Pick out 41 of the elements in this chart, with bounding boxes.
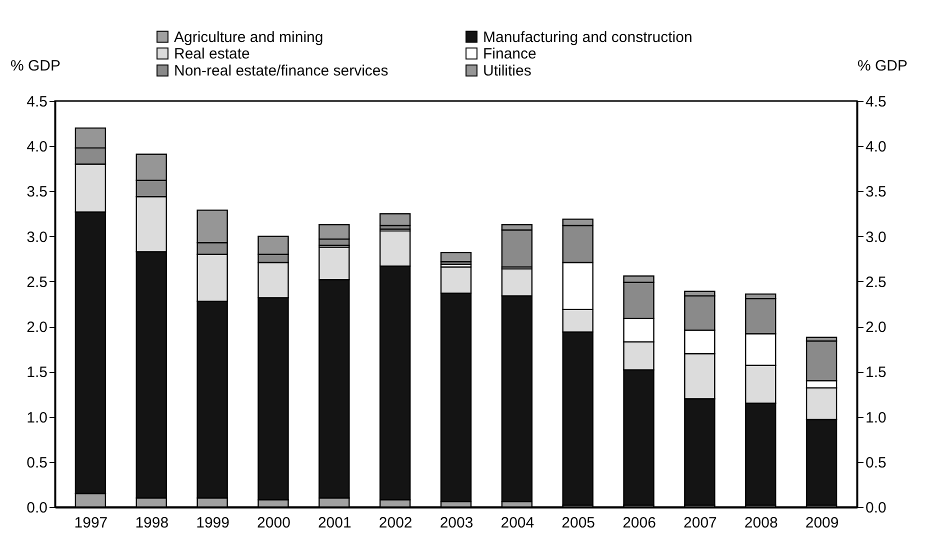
legend-label: Utilities bbox=[483, 62, 532, 80]
x-tick-label: 2000 bbox=[257, 514, 290, 532]
y2-tick-label: 3.5 bbox=[866, 184, 886, 201]
y-tick-label: 0.5 bbox=[26, 454, 48, 472]
x-tick-label: 2006 bbox=[622, 514, 656, 532]
y2-tick-label: 0.0 bbox=[866, 500, 886, 516]
x-tick-label: 2005 bbox=[562, 514, 596, 532]
legend-label: Real estate bbox=[174, 46, 250, 62]
legend-label: Non-real estate/finance services bbox=[174, 62, 388, 80]
legend-label: Agriculture and mining bbox=[174, 28, 324, 46]
y-tick-label: 0.0 bbox=[26, 500, 48, 516]
y2-tick-label: 0.5 bbox=[866, 454, 886, 472]
y2-tick-label: 3.0 bbox=[866, 228, 886, 246]
y-tick-label: 1.5 bbox=[26, 364, 48, 382]
y-tick-label: 2.5 bbox=[26, 274, 48, 291]
y2-tick-label: 2.5 bbox=[866, 274, 886, 291]
legend-label: Manufacturing and construction bbox=[483, 28, 692, 46]
x-tick-label: 1999 bbox=[196, 514, 230, 532]
x-tick-label: 2007 bbox=[684, 514, 717, 532]
y-axis-title: % GDP bbox=[10, 58, 61, 74]
y2-tick-label: 4.0 bbox=[866, 138, 886, 156]
y-tick-label: 1.0 bbox=[26, 409, 48, 426]
y-tick-label: 3.0 bbox=[26, 228, 48, 246]
x-tick-label: 2004 bbox=[500, 514, 534, 532]
y2-tick-label: 1.5 bbox=[866, 364, 886, 382]
y-tick-label: 4.5 bbox=[26, 94, 48, 110]
y-tick-label: 3.5 bbox=[26, 184, 48, 201]
x-tick-label: 1998 bbox=[135, 514, 169, 532]
x-tick-label: 2008 bbox=[744, 514, 778, 532]
x-tick-label: 2003 bbox=[440, 514, 474, 532]
legend-label: Finance bbox=[483, 46, 536, 62]
y-tick-label: 2.0 bbox=[26, 319, 48, 336]
y2-tick-label: 2.0 bbox=[866, 319, 886, 336]
x-tick-label: 2001 bbox=[318, 514, 352, 532]
x-tick-label: 1997 bbox=[74, 514, 108, 532]
x-tick-label: 2002 bbox=[378, 514, 412, 532]
y2-axis-title: % GDP bbox=[857, 58, 908, 74]
y-tick-label: 4.0 bbox=[26, 138, 48, 156]
y2-tick-label: 4.5 bbox=[866, 94, 886, 110]
y2-tick-label: 1.0 bbox=[866, 409, 886, 426]
x-tick-label: 2009 bbox=[805, 514, 839, 532]
